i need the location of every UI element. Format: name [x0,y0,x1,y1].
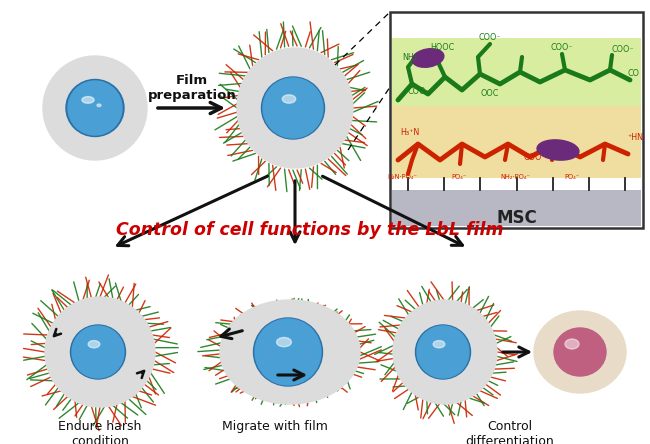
Text: CO: CO [628,70,640,79]
Ellipse shape [43,56,147,160]
Text: NH₂·PO₄⁻: NH₂·PO₄⁻ [500,174,530,180]
Text: Control
differentiation: Control differentiation [465,420,554,444]
Text: COO⁻: COO⁻ [524,152,546,162]
Text: Control of cell functions by the LbL film: Control of cell functions by the LbL fil… [116,221,504,239]
Text: HOOC: HOOC [430,43,454,52]
Ellipse shape [554,328,606,376]
Text: COO⁻: COO⁻ [612,44,634,53]
Ellipse shape [534,311,626,393]
FancyBboxPatch shape [392,38,641,106]
Ellipse shape [97,104,101,107]
Ellipse shape [237,48,353,168]
Ellipse shape [88,341,100,348]
Text: H₃⁺N: H₃⁺N [400,127,420,136]
Ellipse shape [70,325,125,379]
Ellipse shape [263,78,323,138]
Text: OOC: OOC [481,90,499,99]
Text: Film
preparation: Film preparation [148,74,237,102]
Ellipse shape [45,297,155,407]
Ellipse shape [412,49,444,67]
Ellipse shape [72,326,124,378]
Ellipse shape [393,300,497,404]
Ellipse shape [254,318,322,386]
Ellipse shape [565,339,579,349]
FancyBboxPatch shape [392,190,641,226]
Text: PO₄⁻: PO₄⁻ [565,174,580,180]
Text: COO⁻: COO⁻ [408,87,430,96]
Ellipse shape [66,79,124,136]
Ellipse shape [417,326,469,378]
FancyBboxPatch shape [390,12,643,228]
Ellipse shape [415,325,471,379]
Text: MSC: MSC [496,209,537,227]
Text: H₂N·PO₄⁻: H₂N·PO₄⁻ [387,174,417,180]
Ellipse shape [261,77,324,139]
FancyBboxPatch shape [392,106,641,178]
Text: COO⁻: COO⁻ [551,44,573,52]
Ellipse shape [433,341,445,348]
Ellipse shape [220,300,360,404]
Ellipse shape [82,96,94,103]
Ellipse shape [277,337,291,347]
Ellipse shape [255,319,321,385]
Ellipse shape [537,140,579,160]
Text: ⁺HN: ⁺HN [628,132,644,142]
Text: Migrate with film: Migrate with film [222,420,328,433]
Ellipse shape [68,81,122,135]
Text: NH₂: NH₂ [402,53,417,63]
Text: PO₄⁻: PO₄⁻ [451,174,467,180]
Ellipse shape [282,95,296,103]
Text: COO⁻: COO⁻ [478,33,501,43]
Text: Endure harsh
condition: Endure harsh condition [58,420,142,444]
